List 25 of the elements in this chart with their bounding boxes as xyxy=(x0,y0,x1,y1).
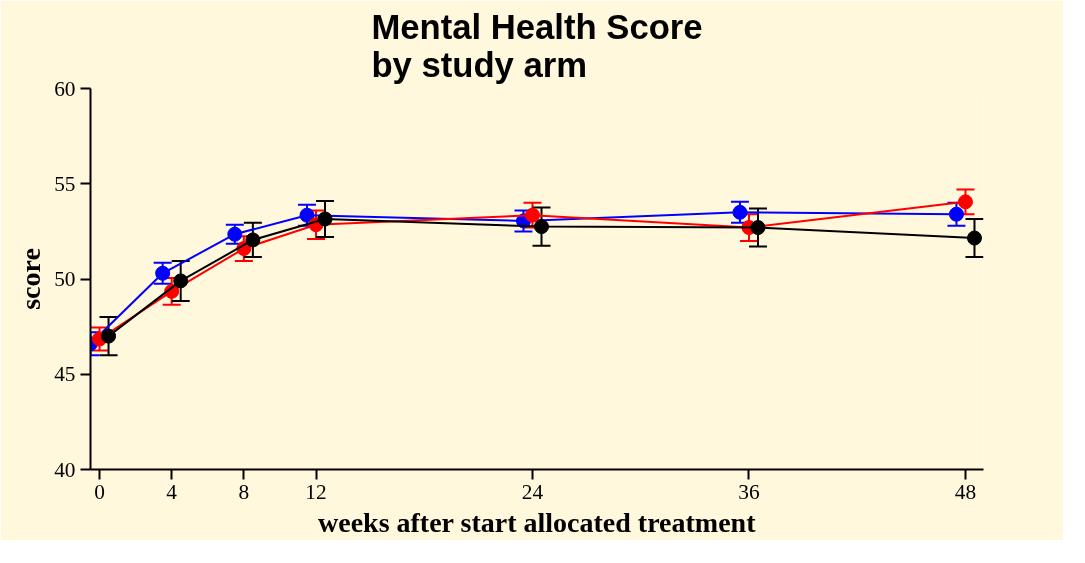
y-tick-label: 60 xyxy=(54,76,76,101)
y-tick-label: 40 xyxy=(54,457,76,482)
point xyxy=(101,328,117,344)
x-tick-label: 36 xyxy=(738,479,760,504)
x-tick-label: 12 xyxy=(305,479,327,504)
point xyxy=(534,219,550,235)
y-tick-label: 50 xyxy=(54,267,76,291)
y-tick-label: 55 xyxy=(54,171,76,196)
x-tick-label: 4 xyxy=(166,479,178,504)
x-tick-label: 8 xyxy=(238,479,250,504)
y-axis-title: score xyxy=(15,248,47,310)
x-tick-label: 0 xyxy=(94,479,105,504)
chart-title: Mental Health Score by study arm xyxy=(371,7,703,84)
x-tick-label: 24 xyxy=(521,479,544,504)
point xyxy=(966,230,982,246)
point xyxy=(750,220,766,236)
point xyxy=(245,232,261,248)
y-tick-label: 45 xyxy=(54,362,76,387)
point xyxy=(317,211,333,227)
point xyxy=(957,194,973,210)
x-axis-title: weeks after start allocated treatment xyxy=(318,506,757,538)
point xyxy=(524,207,540,223)
point xyxy=(948,206,964,222)
x-tick-label: 48 xyxy=(954,479,977,504)
point xyxy=(173,273,189,289)
